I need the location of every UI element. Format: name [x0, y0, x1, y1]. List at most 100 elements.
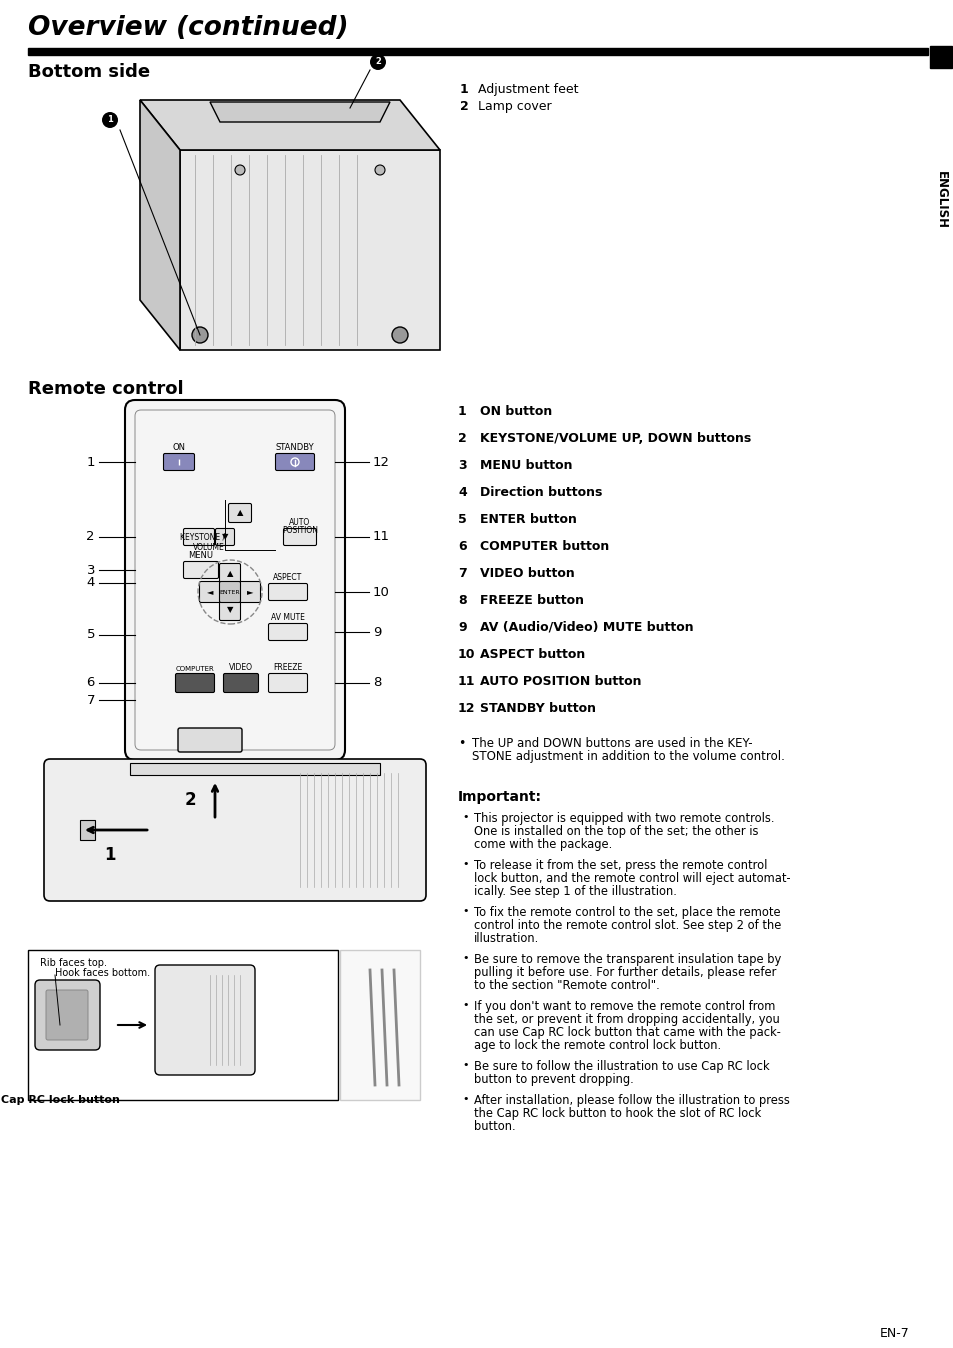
FancyBboxPatch shape [268, 584, 307, 600]
Text: lock button, and the remote control will eject automat-: lock button, and the remote control will… [474, 872, 790, 886]
FancyBboxPatch shape [219, 563, 240, 585]
Text: the Cap RC lock button to hook the slot of RC lock: the Cap RC lock button to hook the slot … [474, 1107, 760, 1120]
FancyBboxPatch shape [44, 759, 426, 900]
Text: button.: button. [474, 1120, 515, 1134]
Text: Rib faces top.: Rib faces top. [40, 958, 107, 968]
Text: Overview (continued): Overview (continued) [28, 15, 348, 40]
Text: 2: 2 [87, 531, 95, 543]
Circle shape [102, 112, 118, 128]
Text: To release it from the set, press the remote control: To release it from the set, press the re… [474, 859, 766, 872]
FancyBboxPatch shape [283, 528, 316, 546]
Text: 2: 2 [375, 58, 380, 66]
Text: 8: 8 [373, 677, 381, 689]
Text: Cap RC lock button: Cap RC lock button [1, 1095, 119, 1105]
Text: ASPECT button: ASPECT button [479, 648, 584, 661]
Text: 9: 9 [457, 621, 466, 634]
Text: age to lock the remote control lock button.: age to lock the remote control lock butt… [474, 1039, 720, 1051]
Text: 1: 1 [457, 404, 466, 418]
Text: 10: 10 [373, 585, 390, 599]
Text: ENTER: ENTER [219, 589, 240, 594]
Text: Be sure to follow the illustration to use Cap RC lock: Be sure to follow the illustration to us… [474, 1060, 769, 1073]
Text: control into the remote control slot. See step 2 of the: control into the remote control slot. Se… [474, 919, 781, 931]
Text: COMPUTER: COMPUTER [175, 666, 214, 673]
Text: ENTER button: ENTER button [479, 514, 577, 526]
Bar [929, 46, 951, 67]
Text: 12: 12 [457, 702, 475, 714]
FancyBboxPatch shape [183, 528, 214, 546]
FancyBboxPatch shape [183, 562, 218, 578]
Text: This projector is equipped with two remote controls.: This projector is equipped with two remo… [474, 811, 774, 825]
Text: If you don't want to remove the remote control from: If you don't want to remove the remote c… [474, 1000, 775, 1012]
FancyBboxPatch shape [215, 528, 234, 546]
Text: 2: 2 [459, 100, 468, 113]
Text: STANDBY: STANDBY [275, 443, 314, 452]
FancyBboxPatch shape [163, 453, 194, 470]
Text: 3: 3 [457, 460, 466, 472]
Text: Important:: Important: [457, 790, 541, 803]
Text: 5: 5 [87, 628, 95, 642]
Text: Adjustment feet: Adjustment feet [477, 84, 578, 96]
FancyBboxPatch shape [175, 674, 214, 693]
Text: AV (Audio/Video) MUTE button: AV (Audio/Video) MUTE button [479, 621, 693, 634]
Text: 9: 9 [373, 625, 381, 639]
Text: 1: 1 [87, 456, 95, 469]
Text: Be sure to remove the transparent insulation tape by: Be sure to remove the transparent insula… [474, 953, 781, 967]
Text: 4: 4 [457, 487, 466, 499]
Text: AUTO: AUTO [289, 518, 311, 527]
Text: 7: 7 [457, 568, 466, 580]
Text: ▲: ▲ [236, 508, 243, 518]
FancyBboxPatch shape [268, 624, 307, 640]
FancyBboxPatch shape [154, 965, 254, 1074]
Text: •: • [461, 953, 468, 962]
Text: illustration.: illustration. [474, 931, 538, 945]
Text: •: • [461, 811, 468, 822]
Text: To fix the remote control to the set, place the remote: To fix the remote control to the set, pl… [474, 906, 780, 919]
FancyBboxPatch shape [178, 728, 242, 752]
FancyBboxPatch shape [268, 674, 307, 693]
Text: •: • [461, 1095, 468, 1104]
Text: STANDBY button: STANDBY button [479, 702, 596, 714]
Text: 3: 3 [87, 563, 95, 577]
Circle shape [370, 54, 386, 70]
Text: the set, or prevent it from dropping accidentally, you: the set, or prevent it from dropping acc… [474, 1012, 779, 1026]
Text: come with the package.: come with the package. [474, 838, 612, 851]
Bar [339, 950, 419, 1100]
Text: ASPECT: ASPECT [274, 573, 302, 582]
Text: Remote control: Remote control [28, 380, 183, 398]
Text: Bottom side: Bottom side [28, 63, 150, 81]
Text: The UP and DOWN buttons are used in the KEY-: The UP and DOWN buttons are used in the … [472, 737, 752, 749]
FancyBboxPatch shape [239, 581, 260, 603]
Text: 10: 10 [457, 648, 475, 661]
Text: One is installed on the top of the set; the other is: One is installed on the top of the set; … [474, 825, 758, 838]
Text: •: • [457, 737, 465, 749]
Text: 2: 2 [184, 791, 195, 809]
Circle shape [392, 328, 408, 342]
Text: MENU: MENU [189, 551, 213, 559]
Text: ▼: ▼ [221, 532, 228, 542]
Text: Direction buttons: Direction buttons [479, 487, 601, 499]
Text: VIDEO button: VIDEO button [479, 568, 574, 580]
FancyBboxPatch shape [275, 453, 314, 470]
Polygon shape [140, 100, 180, 350]
Text: •: • [461, 906, 468, 917]
Text: After installation, please follow the illustration to press: After installation, please follow the il… [474, 1095, 789, 1107]
Text: EN-7: EN-7 [880, 1326, 909, 1340]
Text: ENGLISH: ENGLISH [934, 171, 946, 229]
Text: POSITION: POSITION [282, 526, 317, 535]
Text: 5: 5 [457, 514, 466, 526]
FancyBboxPatch shape [223, 674, 258, 693]
Text: AUTO POSITION button: AUTO POSITION button [479, 675, 640, 687]
Text: COMPUTER button: COMPUTER button [479, 541, 609, 553]
FancyBboxPatch shape [219, 581, 240, 603]
Text: 1: 1 [459, 84, 468, 96]
Text: AV MUTE: AV MUTE [271, 613, 305, 621]
FancyBboxPatch shape [199, 581, 220, 603]
FancyBboxPatch shape [125, 400, 345, 760]
Text: 8: 8 [457, 594, 466, 607]
Text: •: • [461, 859, 468, 869]
Text: can use Cap RC lock button that came with the pack-: can use Cap RC lock button that came wit… [474, 1026, 781, 1039]
Text: ◄: ◄ [207, 588, 213, 597]
Text: ically. See step 1 of the illustration.: ically. See step 1 of the illustration. [474, 886, 677, 898]
Text: ON: ON [172, 443, 185, 452]
Text: to the section "Remote control".: to the section "Remote control". [474, 979, 659, 992]
